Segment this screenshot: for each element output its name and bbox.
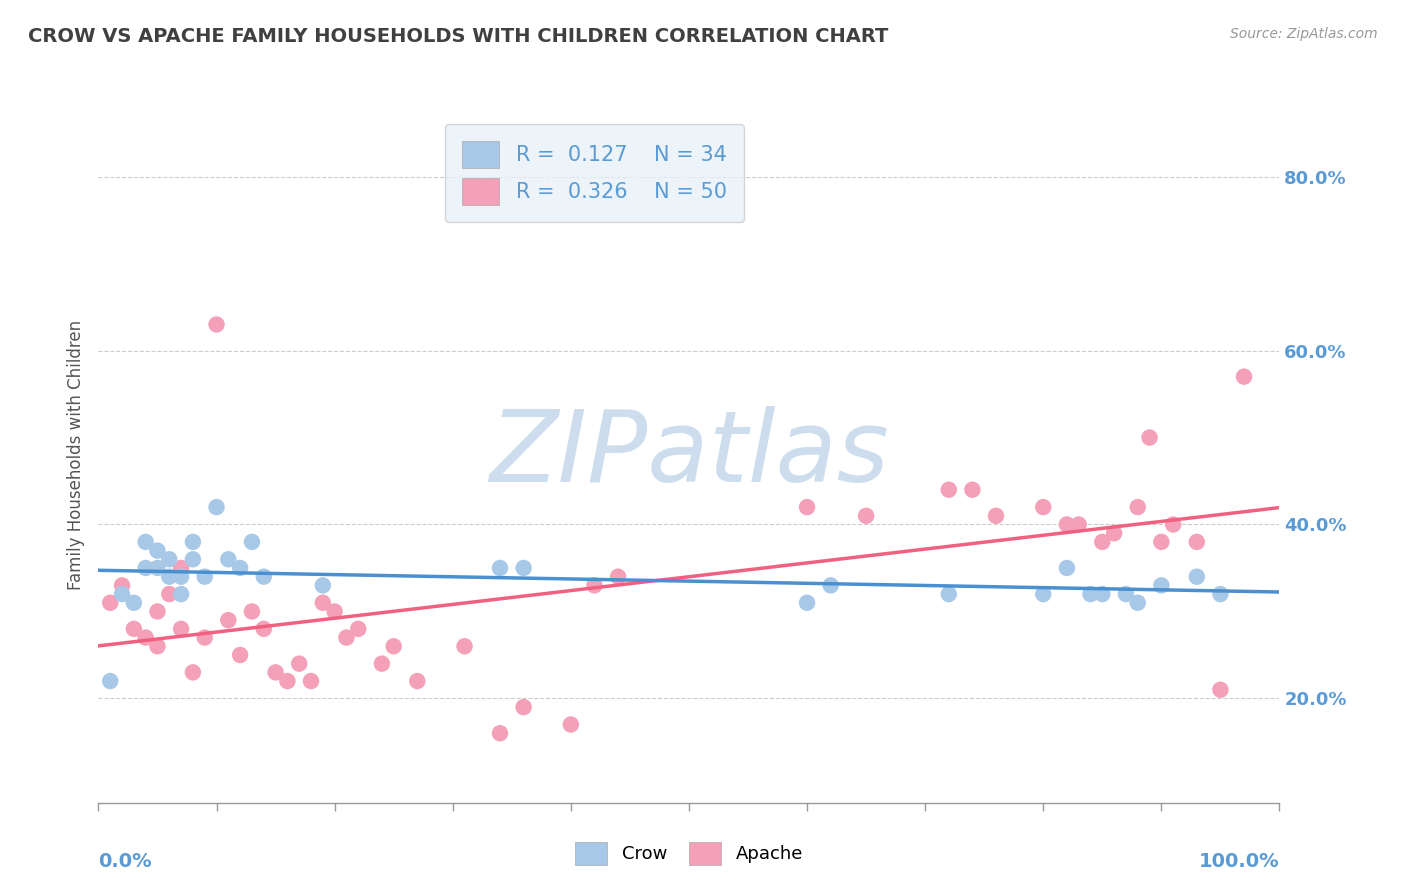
Point — [1091, 587, 1114, 601]
Point — [253, 622, 276, 636]
Point — [607, 570, 630, 584]
Point — [796, 500, 818, 514]
Point — [299, 674, 322, 689]
Point — [264, 665, 287, 680]
Point — [276, 674, 298, 689]
Point — [1209, 587, 1232, 601]
Point — [135, 561, 157, 575]
Point — [962, 483, 984, 497]
Text: 100.0%: 100.0% — [1199, 852, 1279, 871]
Point — [1161, 517, 1184, 532]
Point — [181, 534, 204, 549]
Point — [240, 534, 263, 549]
Point — [122, 622, 145, 636]
Point — [217, 552, 239, 566]
Point — [1067, 517, 1090, 532]
Text: ZIPatlas: ZIPatlas — [489, 407, 889, 503]
Point — [1150, 534, 1173, 549]
Point — [1185, 534, 1208, 549]
Point — [855, 508, 877, 523]
Point — [170, 561, 193, 575]
Point — [489, 726, 512, 740]
Point — [135, 534, 157, 549]
Point — [194, 631, 217, 645]
Point — [1032, 587, 1054, 601]
Point — [323, 605, 346, 619]
Point — [1056, 561, 1078, 575]
Point — [1091, 534, 1114, 549]
Point — [135, 631, 157, 645]
Point — [1139, 430, 1161, 444]
Point — [181, 552, 204, 566]
Point — [122, 596, 145, 610]
Point — [111, 578, 134, 592]
Point — [157, 552, 180, 566]
Point — [796, 596, 818, 610]
Point — [312, 578, 335, 592]
Point — [181, 665, 204, 680]
Point — [157, 570, 180, 584]
Point — [146, 561, 169, 575]
Point — [347, 622, 370, 636]
Point — [1056, 517, 1078, 532]
Point — [98, 596, 121, 610]
Point — [240, 605, 263, 619]
Point — [583, 578, 606, 592]
Point — [288, 657, 311, 671]
Point — [157, 587, 180, 601]
Point — [1185, 570, 1208, 584]
Point — [1233, 369, 1256, 384]
Point — [512, 700, 534, 714]
Point — [194, 570, 217, 584]
Point — [146, 639, 169, 653]
Point — [1150, 578, 1173, 592]
Point — [229, 648, 252, 662]
Point — [560, 717, 582, 731]
Point — [312, 596, 335, 610]
Point — [146, 605, 169, 619]
Point — [512, 561, 534, 575]
Point — [335, 631, 357, 645]
Point — [217, 613, 239, 627]
Point — [1115, 587, 1137, 601]
Point — [489, 561, 512, 575]
Point — [170, 587, 193, 601]
Point — [111, 587, 134, 601]
Y-axis label: Family Households with Children: Family Households with Children — [66, 320, 84, 590]
Point — [253, 570, 276, 584]
Point — [229, 561, 252, 575]
Point — [820, 578, 842, 592]
Point — [205, 500, 228, 514]
Point — [1126, 500, 1149, 514]
Text: 0.0%: 0.0% — [98, 852, 152, 871]
Point — [371, 657, 394, 671]
Point — [1080, 587, 1102, 601]
Text: CROW VS APACHE FAMILY HOUSEHOLDS WITH CHILDREN CORRELATION CHART: CROW VS APACHE FAMILY HOUSEHOLDS WITH CH… — [28, 27, 889, 45]
Point — [1126, 596, 1149, 610]
Point — [170, 622, 193, 636]
Point — [453, 639, 475, 653]
Point — [382, 639, 405, 653]
Point — [1032, 500, 1054, 514]
Legend: Crow, Apache: Crow, Apache — [565, 832, 813, 874]
Text: Source: ZipAtlas.com: Source: ZipAtlas.com — [1230, 27, 1378, 41]
Point — [938, 483, 960, 497]
Point — [205, 318, 228, 332]
Point — [938, 587, 960, 601]
Point — [1102, 526, 1125, 541]
Point — [170, 570, 193, 584]
Point — [146, 543, 169, 558]
Point — [406, 674, 429, 689]
Point — [984, 508, 1007, 523]
Point — [98, 674, 121, 689]
Point — [1209, 682, 1232, 697]
